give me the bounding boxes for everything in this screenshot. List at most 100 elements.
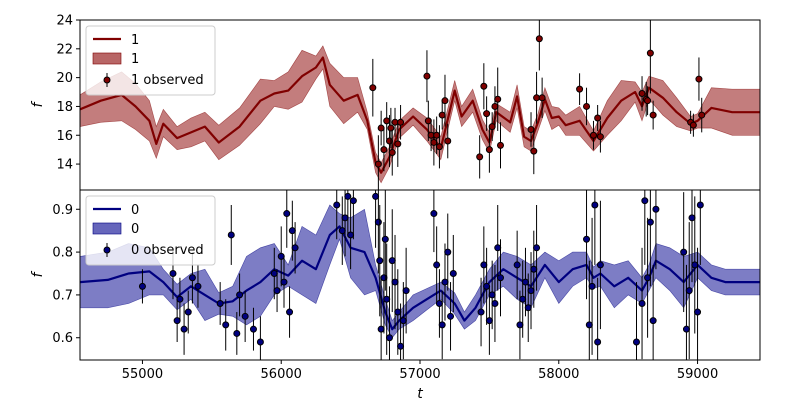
bottom-observed-point: [688, 214, 696, 222]
bottom-observed-point: [233, 329, 241, 337]
bottom-y-tick-label: 0.7: [52, 288, 73, 303]
top-observed-point: [649, 111, 657, 119]
bottom-observed-point: [176, 295, 184, 303]
bottom-legend-observed-label: 0 observed: [131, 243, 204, 258]
bottom-observed-point: [588, 282, 596, 290]
bottom-observed-point: [236, 291, 244, 299]
bottom-observed-point: [385, 334, 393, 342]
top-y-tick-label: 20: [56, 71, 73, 86]
top-observed-point: [377, 124, 385, 132]
bottom-observed-point: [216, 299, 224, 307]
top-legend-band-marker: [92, 52, 122, 65]
bottom-observed-point: [280, 278, 288, 286]
top-observed-point: [380, 146, 388, 154]
top-observed-point: [369, 84, 377, 92]
top-legend-point-marker: [103, 76, 111, 84]
bottom-observed-point: [591, 201, 599, 209]
bottom-observed-point: [277, 252, 285, 260]
x-tick-label: 56000: [261, 367, 302, 382]
top-mean-line: [80, 56, 760, 174]
bottom-observed-point: [194, 282, 202, 290]
bottom-observed-point: [644, 274, 652, 282]
bottom-observed-point: [691, 261, 699, 269]
top-observed-point: [394, 140, 402, 148]
top-observed-point: [480, 82, 488, 90]
bottom-observed-point: [430, 210, 438, 218]
bottom-observed-point: [638, 299, 646, 307]
bottom-observed-point: [138, 282, 146, 290]
bottom-observed-point: [438, 321, 446, 329]
top-observed-point: [435, 143, 443, 151]
x-axis-label: t: [417, 386, 423, 400]
x-tick-label: 57000: [399, 367, 440, 382]
bottom-observed-point: [441, 278, 449, 286]
top-observed-point: [594, 114, 602, 122]
top-observed-point: [689, 121, 697, 129]
top-observed-point: [444, 137, 452, 145]
bottom-x-ticks: 55000 56000 57000 58000 59000: [122, 360, 718, 382]
bottom-observed-point: [488, 291, 496, 299]
top-observed-point: [383, 117, 391, 125]
bottom-observed-point: [527, 287, 535, 295]
bottom-observed-point: [680, 248, 688, 256]
top-observed-point: [646, 49, 654, 57]
x-tick-label: 59000: [677, 367, 718, 382]
bottom-observed-point: [380, 274, 388, 282]
bottom-observed-point: [184, 308, 192, 316]
bottom-observed-point: [256, 338, 264, 346]
bottom-observed-point: [632, 338, 640, 346]
bottom-observed-point: [435, 299, 443, 307]
top-y-tick-label: 24: [56, 14, 73, 29]
bottom-observed-point: [649, 317, 657, 325]
bottom-observed-point: [173, 317, 181, 325]
bottom-y-tick-label: 0.9: [52, 203, 73, 218]
bottom-observed-point: [399, 317, 407, 325]
bottom-observed-point: [381, 235, 389, 243]
top-observed-point: [485, 146, 493, 154]
bottom-observed-point: [374, 218, 382, 226]
bottom-observed-point: [249, 325, 257, 333]
top-observed-point: [387, 124, 395, 132]
bottom-observed-point: [388, 257, 396, 265]
bottom-observed-point: [273, 287, 281, 295]
top-uncertainty-band: [80, 45, 760, 184]
bottom-observed-point: [283, 210, 291, 218]
top-observed-point: [433, 131, 441, 139]
bottom-observed-point: [376, 257, 384, 265]
top-legend-box: [85, 25, 216, 96]
top-legend-observed-label: 1 observed: [131, 73, 204, 88]
top-observed-point: [638, 89, 646, 97]
top-legend: 1 1 1 observed: [85, 25, 216, 96]
bottom-legend-band-label: 0: [131, 222, 139, 237]
bottom-observed-point: [513, 261, 521, 269]
top-observed-point: [424, 117, 432, 125]
bottom-observed-point: [485, 317, 493, 325]
bottom-observed-point: [394, 308, 402, 316]
top-observed-point: [476, 153, 484, 161]
top-y-tick-label: 18: [56, 100, 73, 115]
top-observed-point: [423, 72, 431, 80]
bottom-observed-point: [372, 192, 380, 200]
top-observed-point: [374, 160, 382, 168]
top-legend-mean-label: 1: [131, 33, 139, 48]
bottom-legend-band-marker: [92, 222, 122, 235]
bottom-observed-point: [596, 261, 604, 269]
bottom-observed-point: [449, 270, 457, 278]
top-observed-point: [695, 75, 703, 83]
bottom-observed-point: [694, 308, 702, 316]
bottom-observed-point: [477, 308, 485, 316]
bottom-observed-point: [377, 325, 385, 333]
top-panel: 14 16 18 20 22 24 f 1 1 1 observed: [30, 14, 761, 191]
top-observed-point: [530, 147, 538, 155]
bottom-observed-point: [594, 338, 602, 346]
top-observed-point: [483, 110, 491, 118]
bottom-observed-point: [646, 218, 654, 226]
bottom-y-tick-label: 0.8: [52, 246, 73, 261]
bottom-observed-point: [338, 227, 346, 235]
bottom-observed-point: [341, 214, 349, 222]
bottom-observed-point: [641, 197, 649, 205]
top-observed-point: [491, 102, 499, 110]
top-observed-point: [535, 35, 543, 43]
top-y-tick-label: 16: [56, 129, 73, 144]
